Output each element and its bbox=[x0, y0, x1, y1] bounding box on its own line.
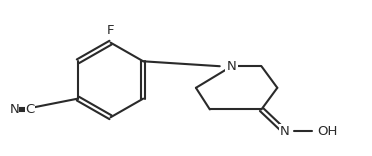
Text: N: N bbox=[227, 60, 237, 73]
Text: C: C bbox=[26, 103, 35, 116]
Text: F: F bbox=[107, 24, 114, 37]
Text: N: N bbox=[279, 124, 289, 138]
Text: N: N bbox=[9, 103, 19, 116]
Text: OH: OH bbox=[317, 124, 337, 138]
